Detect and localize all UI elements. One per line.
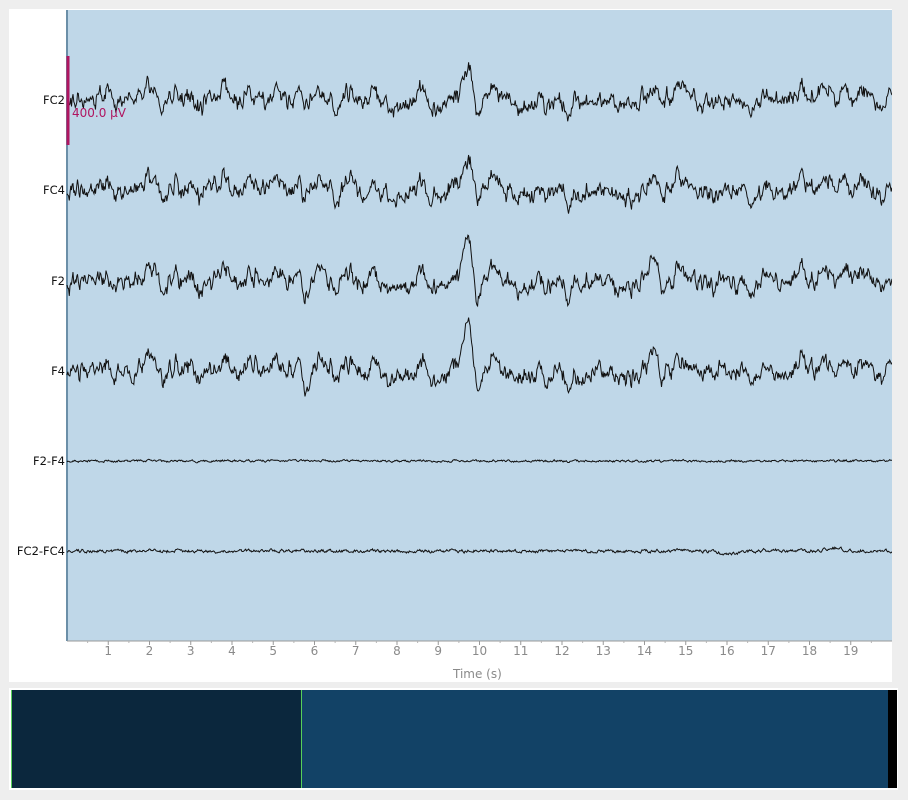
x-tick-label: 15 xyxy=(678,644,693,658)
eeg-plot-panel[interactable]: FC2 FC4 F2 F4 F2-F4 FC2-FC4 1 2 3 4 5 6 7 8 9 10 1… xyxy=(9,9,892,682)
x-tick-label: 4 xyxy=(228,644,236,658)
x-tick-label: 2 xyxy=(146,644,154,658)
trace-f4[interactable] xyxy=(66,317,892,397)
x-tick-label: 18 xyxy=(802,644,817,658)
x-tick-label: 17 xyxy=(761,644,776,658)
channel-label-fc2-fc4[interactable]: FC2-FC4 xyxy=(16,544,65,558)
x-tick-label: 10 xyxy=(472,644,487,658)
overview-end-marker xyxy=(888,690,897,788)
trace-fc2-fc4[interactable] xyxy=(66,546,892,556)
eeg-traces-svg[interactable]: 1 2 3 4 5 6 7 8 9 10 11 12 13 14 15 16 17 18 19 400.0 µV xyxy=(9,9,892,682)
channel-label-f2-f4[interactable]: F2-F4 xyxy=(32,454,65,468)
channel-label-f4[interactable]: F4 xyxy=(51,364,65,378)
x-tick-label: 8 xyxy=(393,644,401,658)
channel-label-fc2[interactable]: FC2 xyxy=(43,93,65,107)
channel-label-fc4[interactable]: FC4 xyxy=(43,183,65,197)
x-tick-label: 5 xyxy=(269,644,277,658)
x-tick-label: 7 xyxy=(352,644,360,658)
trace-f2[interactable] xyxy=(66,234,892,308)
x-tick-label: 16 xyxy=(719,644,734,658)
x-axis-label: Time (s) xyxy=(453,667,502,681)
trace-fc2[interactable] xyxy=(66,62,892,122)
channel-label-column: FC2 FC4 F2 F4 F2-F4 FC2-FC4 xyxy=(9,9,65,649)
x-tick-label: 6 xyxy=(311,644,319,658)
trace-group xyxy=(66,62,892,556)
x-tick-label: 12 xyxy=(554,644,569,658)
x-tick-group: 1 2 3 4 5 6 7 8 9 10 11 12 13 14 15 16 17 18 19 xyxy=(104,641,858,658)
x-tick-label: 19 xyxy=(843,644,858,658)
channel-label-f2[interactable]: F2 xyxy=(51,274,65,288)
plot-area[interactable] xyxy=(67,10,892,641)
x-tick-label: 11 xyxy=(513,644,528,658)
x-minor-tick-group xyxy=(87,641,872,643)
trace-f2-f4[interactable] xyxy=(66,458,892,464)
x-tick-label: 1 xyxy=(104,644,112,658)
scalebar-label: 400.0 µV xyxy=(72,106,127,120)
overview-window-end-handle[interactable] xyxy=(301,690,302,788)
trace-fc4[interactable] xyxy=(66,154,892,214)
x-tick-label: 9 xyxy=(434,644,442,658)
overview-bar[interactable] xyxy=(9,688,898,790)
overview-window-start-handle[interactable] xyxy=(11,690,12,788)
overview-view-window[interactable] xyxy=(11,690,301,788)
x-tick-label: 13 xyxy=(596,644,611,658)
x-tick-label: 14 xyxy=(637,644,652,658)
x-tick-label: 3 xyxy=(187,644,195,658)
